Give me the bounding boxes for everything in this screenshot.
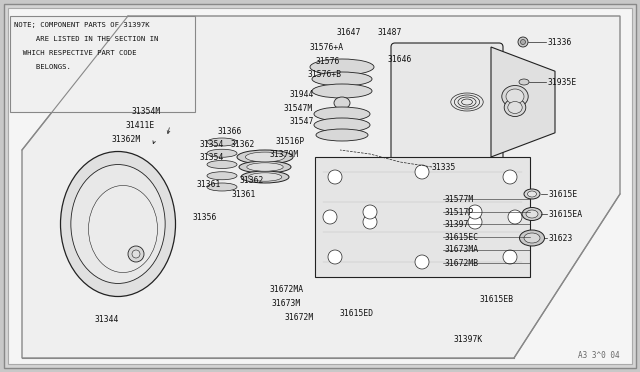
Text: 31673MA: 31673MA <box>445 246 479 254</box>
Ellipse shape <box>522 208 542 221</box>
Text: 31935E: 31935E <box>548 77 577 87</box>
Circle shape <box>363 215 377 229</box>
Ellipse shape <box>524 233 540 243</box>
Circle shape <box>415 255 429 269</box>
Text: ARE LISTED IN THE SECTION IN: ARE LISTED IN THE SECTION IN <box>14 36 158 42</box>
Text: NOTE; COMPONENT PARTS OF 31397K: NOTE; COMPONENT PARTS OF 31397K <box>14 22 150 28</box>
Ellipse shape <box>504 99 526 116</box>
Text: 31362: 31362 <box>231 140 255 148</box>
Text: 31944: 31944 <box>290 90 314 99</box>
Ellipse shape <box>334 97 350 109</box>
Text: 31672M: 31672M <box>285 314 314 323</box>
Bar <box>315 157 530 277</box>
Ellipse shape <box>506 89 524 104</box>
Text: 31615ED: 31615ED <box>340 310 374 318</box>
Circle shape <box>363 205 377 219</box>
Text: 31362M: 31362M <box>112 135 141 144</box>
Text: 31615EB: 31615EB <box>480 295 514 305</box>
Text: BELONGS.: BELONGS. <box>14 64 71 70</box>
Ellipse shape <box>316 129 368 141</box>
Ellipse shape <box>207 160 237 169</box>
Ellipse shape <box>248 173 282 181</box>
Circle shape <box>328 250 342 264</box>
Circle shape <box>520 39 525 45</box>
Ellipse shape <box>239 161 291 173</box>
Text: 31397K: 31397K <box>454 336 483 344</box>
Text: 31646: 31646 <box>388 55 412 64</box>
Text: 31615E: 31615E <box>549 189 579 199</box>
Bar <box>10 16 195 112</box>
Ellipse shape <box>237 150 293 164</box>
Text: 31354: 31354 <box>200 140 225 148</box>
Ellipse shape <box>71 164 165 283</box>
Text: 31547M: 31547M <box>284 103 313 112</box>
Ellipse shape <box>312 84 372 98</box>
Circle shape <box>503 250 517 264</box>
Ellipse shape <box>314 118 370 132</box>
Circle shape <box>518 37 528 47</box>
Text: 31672MA: 31672MA <box>270 285 304 295</box>
Ellipse shape <box>207 138 237 146</box>
Text: A3 3^0 04: A3 3^0 04 <box>579 351 620 360</box>
Text: 31517P: 31517P <box>445 208 474 217</box>
Polygon shape <box>22 16 620 358</box>
Text: 31647: 31647 <box>337 28 362 36</box>
Text: 31615EA: 31615EA <box>549 209 583 218</box>
Ellipse shape <box>207 149 237 157</box>
Text: 31344: 31344 <box>95 315 120 324</box>
Ellipse shape <box>241 171 289 183</box>
Text: 31362: 31362 <box>240 176 264 185</box>
Text: 31623: 31623 <box>549 234 573 243</box>
Ellipse shape <box>61 151 175 296</box>
Text: WHICH RESPECTIVE PART CODE: WHICH RESPECTIVE PART CODE <box>14 50 136 56</box>
Text: 31354M: 31354M <box>132 106 161 115</box>
Ellipse shape <box>526 210 538 218</box>
Ellipse shape <box>519 79 529 85</box>
Ellipse shape <box>207 172 237 180</box>
Text: 31336: 31336 <box>548 38 572 46</box>
Ellipse shape <box>314 107 370 121</box>
Text: 31361: 31361 <box>197 180 221 189</box>
Circle shape <box>323 210 337 224</box>
Circle shape <box>128 246 144 262</box>
Circle shape <box>503 170 517 184</box>
Text: 31361: 31361 <box>232 189 257 199</box>
Circle shape <box>328 170 342 184</box>
Circle shape <box>508 210 522 224</box>
Ellipse shape <box>310 59 374 75</box>
Ellipse shape <box>502 86 528 108</box>
Circle shape <box>415 165 429 179</box>
Text: 31397: 31397 <box>445 219 469 228</box>
Ellipse shape <box>527 191 536 197</box>
Ellipse shape <box>245 152 285 162</box>
Circle shape <box>132 250 140 258</box>
Ellipse shape <box>312 72 372 86</box>
Text: 31577M: 31577M <box>445 195 474 203</box>
Ellipse shape <box>247 163 283 171</box>
Text: 31487: 31487 <box>378 28 403 36</box>
Text: 31411E: 31411E <box>126 121 156 129</box>
Ellipse shape <box>88 186 157 273</box>
Text: 31516P: 31516P <box>276 137 305 145</box>
Text: 31366: 31366 <box>218 126 243 135</box>
FancyBboxPatch shape <box>391 43 503 161</box>
Circle shape <box>468 205 482 219</box>
Ellipse shape <box>524 189 540 199</box>
Text: 31356: 31356 <box>193 212 218 221</box>
Text: 31576: 31576 <box>316 57 340 65</box>
Text: 31576+B: 31576+B <box>308 70 342 78</box>
Ellipse shape <box>508 102 522 113</box>
Circle shape <box>468 215 482 229</box>
Ellipse shape <box>520 230 545 246</box>
Ellipse shape <box>207 183 237 191</box>
Text: 31354: 31354 <box>200 153 225 161</box>
Text: 31672MB: 31672MB <box>445 259 479 267</box>
Text: 31335: 31335 <box>432 163 456 171</box>
Text: 31673M: 31673M <box>272 299 301 308</box>
Text: 31547: 31547 <box>290 116 314 125</box>
Text: 31379M: 31379M <box>270 150 300 158</box>
Text: 31615EC: 31615EC <box>445 232 479 241</box>
Polygon shape <box>491 47 555 157</box>
Text: 31576+A: 31576+A <box>310 42 344 51</box>
